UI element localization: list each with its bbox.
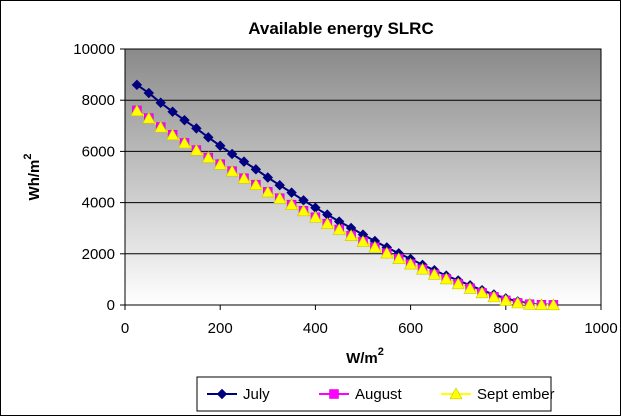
data-point-september [177,136,192,149]
data-markers [130,79,560,311]
data-point-july [179,114,190,126]
data-point-september [332,223,346,235]
data-point-july [226,148,238,160]
data-point-september [308,210,322,223]
data-point-september [166,128,180,141]
data-point-july [155,97,166,108]
x-tick-labels: 0 200 400 600 800 1000 [121,320,618,337]
y-tick-label: 6000 [82,143,115,160]
x-tick-label: 1000 [584,320,617,337]
data-point-september [523,297,537,310]
data-point-september [534,298,549,310]
plot-area [124,48,602,306]
data-point-september [356,235,370,247]
data-point-september [189,143,203,156]
data-point-september [463,281,477,294]
data-point-september [404,257,418,270]
x-tick-label: 600 [398,320,423,337]
data-point-september [273,191,287,204]
y-tick-label: 0 [107,297,115,314]
data-point-july [250,164,262,175]
y-tick-labels: 0 2000 4000 6000 8000 10000 [73,41,115,314]
data-point-september [511,296,525,309]
y-tick-label: 4000 [82,195,115,212]
legend-marker [329,389,339,399]
data-point-september [249,178,263,191]
data-point-july [167,106,178,117]
data-point-september [475,286,489,299]
data-point-july [143,87,155,99]
data-point-july [203,132,214,143]
data-point-september [296,204,311,217]
data-point-july [262,172,274,183]
data-point-september [427,267,441,280]
x-tick-label: 200 [208,320,233,337]
chart-title: Available energy SLRC [248,19,434,38]
data-point-september [487,290,501,303]
data-point-september [439,272,453,285]
legend-label: Sept ember [477,386,555,403]
x-tick-label: 400 [303,320,328,337]
data-point-july [214,140,226,151]
y-tick-label: 2000 [82,246,115,263]
data-point-september [154,120,168,133]
data-point-september [451,277,465,290]
data-point-september [237,171,251,184]
x-axis-label: W/m2 [346,346,384,367]
grid-lines [120,48,602,310]
data-point-september [142,111,156,124]
y-axis-label: Wh/m2 [22,154,43,201]
x-tick-label: 800 [493,320,518,337]
legend-label: July [243,386,270,403]
data-point-september [392,252,406,265]
data-point-september [225,164,239,177]
data-point-september [261,185,275,198]
data-point-september [546,298,560,311]
x-tick-label: 0 [121,320,129,337]
legend-marker [216,388,228,400]
data-point-september [380,246,394,259]
data-point-september [201,151,215,163]
y-tick-label: 8000 [82,92,115,109]
data-point-july [191,123,202,134]
data-point-september [499,294,513,306]
data-point-september [368,240,382,253]
data-point-september [213,157,227,170]
data-point-september [130,104,144,117]
legend-label: August [355,386,403,403]
data-point-july [274,179,285,191]
data-point-july [238,156,250,167]
data-point-september [415,262,430,275]
data-point-september [344,229,358,241]
data-point-september [285,198,299,211]
data-point-july [131,79,143,91]
legend-box [196,376,552,412]
data-point-september [320,217,334,229]
legend-marker [449,387,463,400]
legend: July August Sept ember [207,386,555,403]
data-point-july [286,187,297,198]
y-tick-label: 10000 [73,41,115,58]
